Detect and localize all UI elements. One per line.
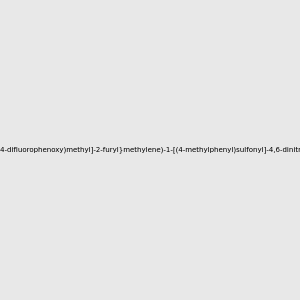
Text: 3-({5-[(2,4-difluorophenoxy)methyl]-2-furyl}methylene)-1-[(4-methylphenyl)sulfon: 3-({5-[(2,4-difluorophenoxy)methyl]-2-fu… xyxy=(0,147,300,153)
